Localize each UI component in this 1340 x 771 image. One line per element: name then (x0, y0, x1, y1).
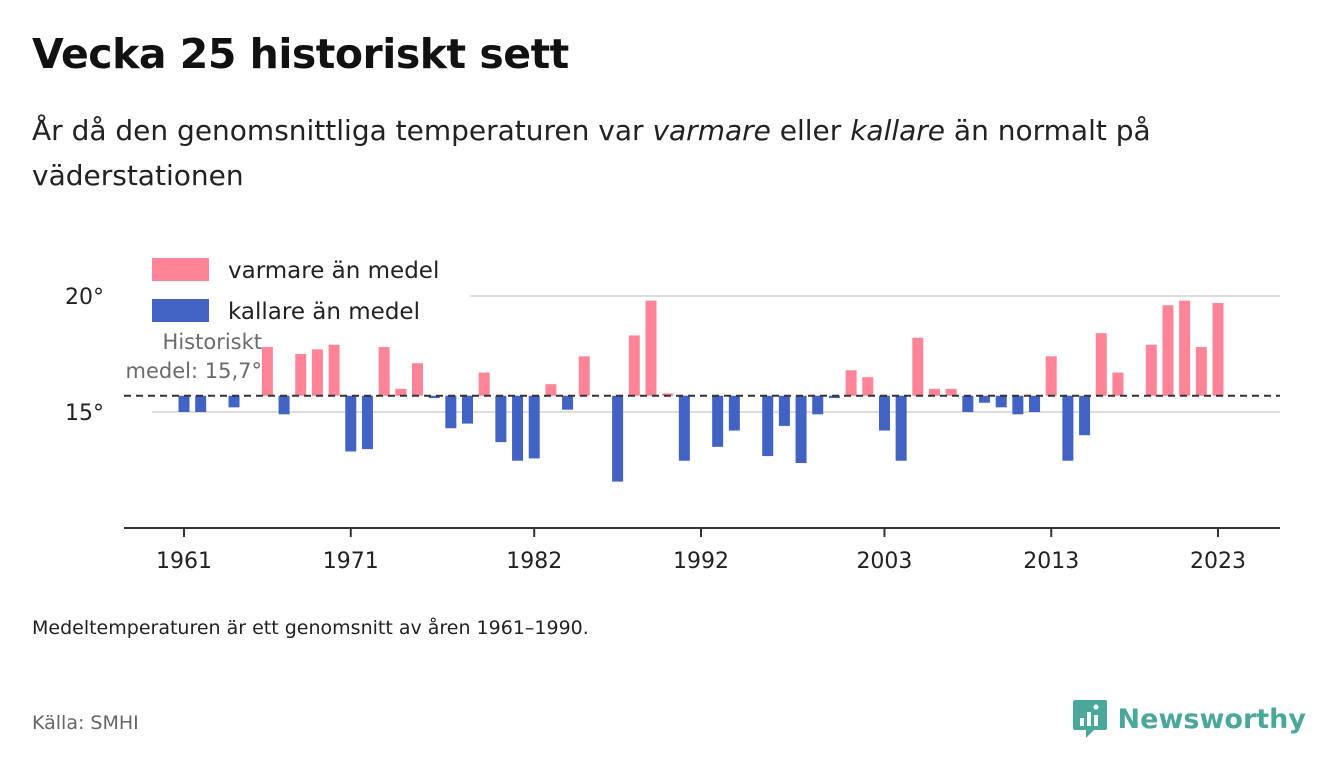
bar-1983 (545, 384, 557, 396)
legend-label: kallare än medel (228, 299, 420, 325)
bar-1966 (261, 347, 273, 396)
x-tick-label: 2003 (856, 549, 912, 574)
x-tick-label: 2013 (1023, 549, 1079, 574)
bar-2014 (1062, 395, 1074, 461)
y-tick-label: 15° (65, 401, 104, 426)
subtitle-emph-cold: kallare (850, 114, 946, 147)
bar-1964 (228, 395, 240, 408)
bar-1989 (645, 300, 657, 396)
bar-1994 (728, 395, 740, 431)
bar-1997 (778, 395, 790, 426)
y-tick-label: 20° (65, 285, 104, 310)
bar-2021 (1179, 300, 1191, 396)
legend-label: varmare än medel (228, 258, 439, 284)
bar-2012 (1029, 395, 1041, 412)
bar-1975 (411, 363, 423, 396)
bars (178, 300, 1224, 482)
bar-1971 (345, 395, 357, 452)
bar-2015 (1079, 395, 1091, 436)
bar-1979 (478, 372, 490, 396)
x-tick-label: 2023 (1190, 549, 1246, 574)
bar-2023 (1212, 302, 1224, 396)
bar-2009 (979, 395, 991, 403)
bar-1993 (712, 395, 724, 447)
bar-1972 (361, 395, 373, 450)
bar-2019 (1145, 344, 1157, 396)
baseline-label-line: medel: 15,7° (126, 359, 262, 383)
bar-1982 (528, 395, 540, 459)
bar-2017 (1112, 372, 1124, 396)
bar-2004 (895, 395, 907, 461)
bar-2022 (1195, 347, 1207, 396)
subtitle-text-3: än normalt på väderstationen (32, 114, 1151, 192)
bar-1981 (512, 395, 524, 461)
subtitle-text-2: eller (770, 114, 851, 147)
chart-title: Vecka 25 historiskt sett (32, 30, 569, 78)
bar-chart: 15°20° Historiskt medel: 15,7° 1961 1971 19… (65, 250, 1280, 574)
subtitle-emph-warm: varmare (652, 114, 771, 147)
brand-name: Newsworthy (1117, 703, 1306, 735)
y-axis: 15° 20° (65, 285, 104, 426)
bar-2000 (828, 395, 840, 399)
bar-2013 (1045, 356, 1057, 396)
x-tick-label: 1982 (506, 549, 562, 574)
bar-1977 (445, 395, 457, 429)
bar-1969 (311, 349, 323, 396)
bar-1970 (328, 344, 340, 396)
bar-1990 (662, 393, 674, 396)
source-label: Källa: SMHI (32, 712, 139, 734)
bar-1988 (628, 335, 640, 396)
bar-2007 (945, 388, 957, 396)
x-tick-label: 1961 (156, 549, 212, 574)
bar-1985 (578, 356, 590, 396)
bar-1961 (178, 395, 190, 412)
bar-2020 (1162, 305, 1174, 396)
bar-2005 (912, 337, 924, 396)
baseline-label: Historiskt medel: 15,7° (126, 330, 262, 383)
x-tick-label: 1992 (673, 549, 729, 574)
legend-swatch (152, 299, 209, 322)
bar-1976 (428, 395, 440, 399)
chart-subtitle: År då den genomsnittliga temperaturen va… (32, 108, 1252, 198)
bar-2008 (962, 395, 974, 412)
bar-2011 (1012, 395, 1024, 415)
bar-1999 (812, 395, 824, 415)
bar-2010 (995, 395, 1007, 408)
bar-2003 (878, 395, 890, 431)
bar-1974 (395, 388, 407, 396)
bar-1978 (462, 395, 474, 424)
baseline-label-line: Historiskt (163, 330, 262, 354)
bar-1984 (562, 395, 574, 410)
brand-logo[interactable]: Newsworthy (1072, 698, 1306, 740)
x-tick-label: 1971 (323, 549, 379, 574)
legend-swatch (152, 258, 209, 281)
bar-1996 (762, 395, 774, 457)
newsworthy-logo-icon (1072, 700, 1107, 738)
bar-2006 (928, 388, 940, 396)
footnote: Medeltemperaturen är ett genomsnitt av å… (32, 617, 589, 639)
bar-1987 (612, 395, 624, 482)
bar-1991 (678, 395, 690, 461)
bar-1973 (378, 347, 390, 396)
bar-1962 (195, 395, 207, 412)
x-axis: 1961 1971 1982 1992 2003 2013 2023 (124, 527, 1280, 574)
bar-1967 (278, 395, 290, 415)
baseline-group: Historiskt medel: 15,7° (124, 330, 1280, 397)
legend: varmare än medel kallare än medel (140, 250, 470, 332)
subtitle-text-1: År då den genomsnittliga temperaturen va… (32, 114, 653, 147)
bar-1980 (495, 395, 507, 443)
bar-1968 (295, 354, 307, 396)
bar-2001 (845, 370, 857, 396)
bar-2016 (1095, 333, 1107, 396)
bar-2002 (862, 377, 874, 396)
bar-1998 (795, 395, 807, 464)
